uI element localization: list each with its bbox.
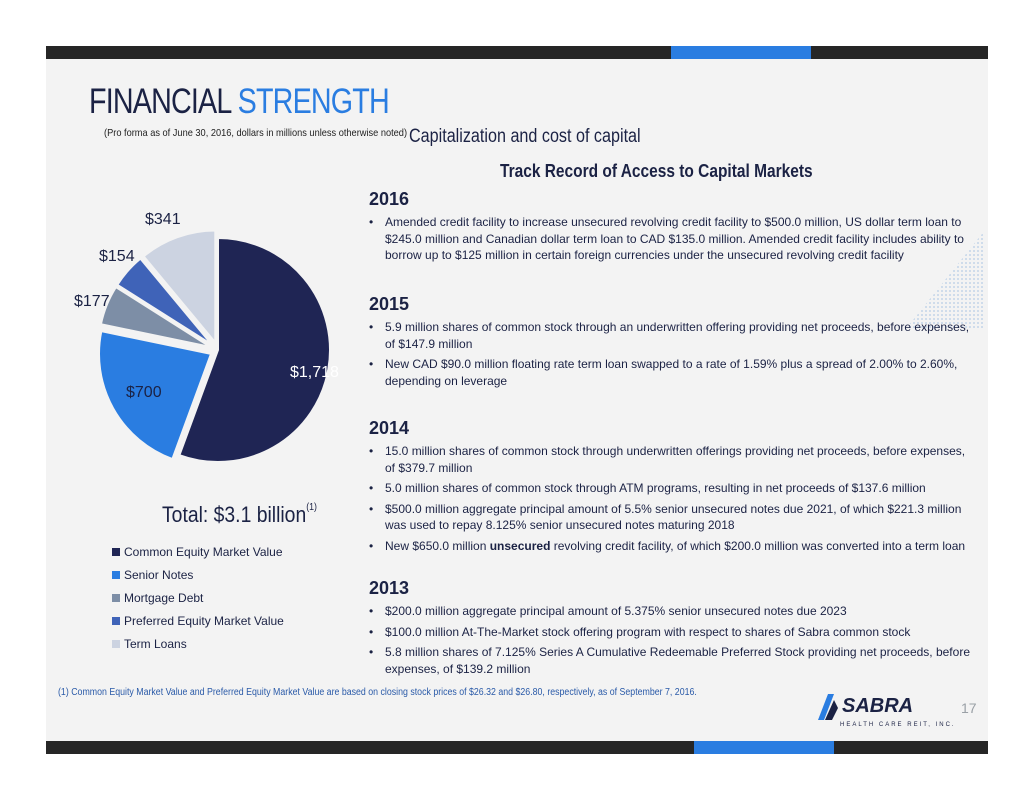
bottom-bar-accent (694, 741, 834, 754)
bullet-text: $500.0 million aggregate principal amoun… (385, 501, 962, 533)
bullet-text: Amended credit facility to increase unse… (385, 215, 964, 262)
total-text: Total: $3.1 billion (162, 502, 307, 527)
top-bar-accent (671, 46, 811, 59)
legend-item-common-equity: Common Equity Market Value (112, 540, 284, 563)
legend-label: Common Equity Market Value (124, 544, 283, 559)
dot-pattern-decoration (905, 230, 985, 330)
legend-label: Term Loans (124, 636, 187, 651)
pie-label-mortgage-debt: $177 (74, 293, 110, 310)
legend-item-senior-notes: Senior Notes (112, 563, 284, 586)
bullet-text-post: revolving credit facility, of which $200… (550, 538, 966, 553)
legend-label: Senior Notes (124, 567, 194, 582)
legend-swatch (112, 547, 120, 556)
bullet-text: 5.0 million shares of common stock throu… (385, 481, 926, 495)
legend-swatch (112, 570, 120, 579)
bullet-text-pre: New $650.0 million (385, 538, 490, 553)
timeline-2016: 2016 • Amended credit facility to increas… (369, 189, 977, 268)
timeline-2015: 2015 • 5.9 million shares of common stock… (369, 294, 977, 393)
bullet-item: • 5.0 million shares of common stock thro… (369, 481, 926, 495)
year-heading: 2013 (369, 578, 410, 598)
bullet-list: • 5.9 million shares of common stock thro… (369, 319, 977, 389)
legend-swatch (112, 616, 120, 625)
bullet-item: • $100.0 million At-The-Market stock offe… (369, 624, 911, 639)
title-accent: STRENGTH (237, 82, 390, 121)
pie-label-senior-notes: $700 (126, 384, 162, 401)
bullet-item: • 5.8 million shares of 7.125% Series A C… (369, 645, 970, 676)
pie-slice-senior-notes (98, 329, 213, 461)
logo-wordmark: SABRA (842, 695, 913, 717)
bullet-text: $100.0 million At-The-Market stock offer… (385, 624, 911, 639)
pie-label-term-loans: $341 (145, 211, 181, 228)
year-heading: 2016 (369, 189, 410, 209)
legend-item-preferred-equity: Preferred Equity Market Value (112, 609, 284, 632)
pie-label-common-equity: $1,718 (290, 364, 339, 381)
bullet-text: New CAD $90.0 million floating rate term… (385, 357, 958, 388)
page-number: 17 (961, 700, 977, 716)
bullet-item: • Amended credit facility to increase uns… (369, 215, 964, 262)
legend-swatch (112, 593, 120, 602)
total-label: Total: $3.1 billion(1) (162, 502, 317, 528)
bullet-list: • $200.0 million aggregate principal amou… (369, 603, 977, 677)
bullet-list: • 15.0 million shares of common stock thr… (369, 443, 977, 554)
bullet-text: 15.0 million shares of common stock thro… (385, 444, 966, 475)
pie-slice-common-equity (178, 236, 331, 463)
pie-slice-mortgage-debt (99, 285, 212, 348)
footnote: (1) Common Equity Market Value and Prefe… (58, 687, 697, 698)
year-heading: 2014 (369, 418, 410, 438)
bullet-item: • 5.9 million shares of common stock thro… (369, 320, 970, 351)
timeline-2014: 2014 • 15.0 million shares of common stoc… (369, 418, 977, 558)
pie-slice-preferred-equity (115, 257, 213, 346)
timeline-2013: 2013 • $200.0 million aggregate principal… (369, 578, 977, 681)
logo-tagline: HEALTH CARE REIT, INC. (840, 722, 956, 728)
bottom-bar (46, 741, 694, 754)
legend-item-term-loans: Term Loans (112, 632, 284, 655)
bullet-item: • 15.0 million shares of common stock thr… (369, 444, 966, 475)
bullet-text-bold: unsecured (489, 538, 551, 553)
bullet-item: • New CAD $90.0 million floating rate ter… (369, 357, 958, 388)
chart-legend: Common Equity Market Value Senior Notes … (112, 540, 284, 655)
page-subtitle: (Pro forma as of June 30, 2016, dollars … (104, 127, 408, 139)
bullet-item: • New $650.0 million unsecured revolving … (369, 538, 966, 553)
bottom-bar-right (834, 741, 988, 754)
bullet-item: • $500.0 million aggregate principal amou… (369, 501, 962, 533)
bullet-item: • $200.0 million aggregate principal amou… (369, 604, 847, 618)
page-title: FINANCIAL STRENGTH (89, 82, 390, 122)
legend-label: Mortgage Debt (124, 590, 204, 605)
sabra-logo: SABRA (818, 694, 913, 720)
bullet-list: • Amended credit facility to increase uns… (369, 214, 977, 264)
section-title: Capitalization and cost of capital (409, 126, 641, 147)
top-bar (46, 46, 671, 59)
pie-slice-term-loans (142, 229, 217, 346)
bullet-text: 5.9 million shares of common stock throu… (385, 320, 970, 351)
pie-label-preferred-equity: $154 (99, 248, 135, 265)
bullet-text: 5.8 million shares of 7.125% Series A Cu… (385, 645, 970, 676)
year-heading: 2015 (369, 294, 410, 314)
total-footnote-marker: (1) (306, 502, 317, 513)
top-bar-right (811, 46, 988, 59)
capitalization-pie-chart (98, 229, 331, 463)
legend-item-mortgage-debt: Mortgage Debt (112, 586, 284, 609)
bullet-text: $200.0 million aggregate principal amoun… (385, 604, 847, 618)
title-main: FINANCIAL (89, 82, 231, 121)
legend-label: Preferred Equity Market Value (124, 613, 284, 628)
legend-swatch (112, 639, 120, 648)
track-record-title: Track Record of Access to Capital Market… (500, 161, 813, 181)
